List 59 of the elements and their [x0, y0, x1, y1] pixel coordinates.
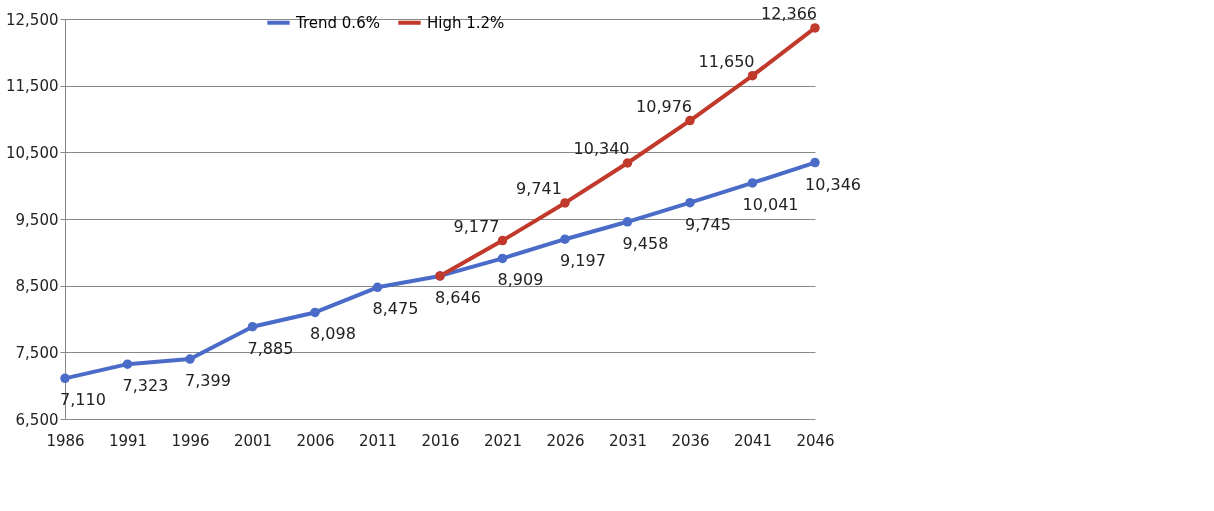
x-tick-label: 2031	[608, 431, 648, 450]
data-label: 9,745	[685, 214, 731, 234]
data-label: 10,340	[573, 139, 630, 158]
x-tick-label: 2041	[733, 431, 773, 450]
x-tick-label: 2016	[421, 431, 460, 450]
point	[497, 253, 508, 264]
data-label: 9,458	[622, 233, 669, 253]
point	[60, 373, 70, 384]
x-tick-label: 1996	[171, 431, 210, 450]
data-label: 11,650	[698, 51, 755, 71]
x-tick-label: 2026	[546, 431, 585, 450]
data-label: 8,475	[372, 299, 419, 319]
legend-label: High 1.2%	[427, 13, 505, 32]
point	[560, 234, 570, 244]
data-label: 9,197	[560, 251, 606, 271]
x-tick-label: 2001	[233, 431, 273, 450]
point	[747, 178, 758, 188]
data-label: 7,110	[60, 390, 106, 410]
point	[185, 354, 195, 364]
point	[685, 197, 695, 208]
data-label: 8,909	[497, 270, 544, 290]
data-label: 8,098	[310, 324, 356, 344]
point	[622, 158, 633, 168]
y-tick-label: 10,500	[6, 143, 59, 162]
data-label: 7,885	[247, 338, 294, 358]
x-tick-label: 2006	[296, 431, 335, 450]
data-label: 7,323	[122, 376, 169, 396]
data-label: 9,741	[516, 178, 562, 198]
x-tick-label: 1986	[46, 431, 85, 450]
y-tick-label: 9,500	[15, 210, 59, 229]
data-label: 8,646	[435, 287, 481, 307]
point	[685, 115, 695, 126]
point	[497, 235, 508, 246]
x-tick-label: 1991	[108, 431, 148, 450]
point	[372, 282, 383, 293]
point	[247, 321, 258, 332]
data-label: 10,976	[636, 96, 692, 116]
point	[810, 23, 820, 33]
point	[122, 359, 133, 369]
data-label: 9,177	[453, 216, 500, 236]
point	[310, 307, 320, 318]
data-label: 10,041	[742, 194, 799, 214]
data-label: 7,399	[185, 371, 231, 391]
x-tick-label: 2046	[796, 431, 835, 450]
point	[747, 70, 758, 81]
data-label: 10,346	[805, 174, 861, 194]
y-tick-label: 11,500	[6, 77, 59, 96]
point	[622, 217, 633, 227]
y-tick-label: 12,500	[6, 10, 59, 29]
data-label: 12,366	[761, 3, 817, 23]
y-tick-label: 8,500	[15, 277, 59, 296]
x-tick-label: 2011	[358, 431, 398, 450]
y-tick-label: 6,500	[15, 410, 59, 429]
y-tick-label: 7,500	[15, 343, 59, 362]
legend-label: Trend 0.6%	[295, 13, 380, 32]
point	[810, 157, 820, 168]
point	[560, 198, 570, 208]
x-tick-label: 2036	[671, 431, 710, 450]
x-tick-label: 2021	[483, 431, 523, 450]
